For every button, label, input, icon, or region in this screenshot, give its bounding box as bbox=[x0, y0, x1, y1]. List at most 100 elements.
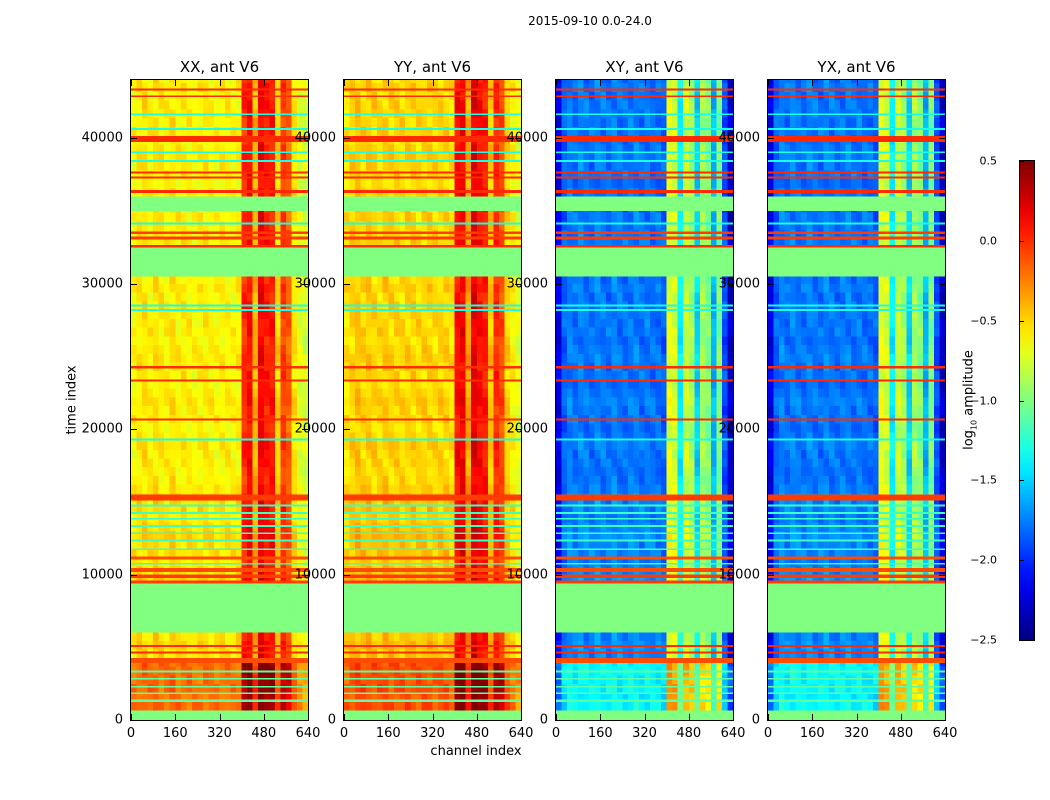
heatmap-cell bbox=[258, 152, 265, 162]
heatmap-cell bbox=[175, 170, 182, 180]
heatmap-cell bbox=[169, 144, 176, 154]
heatmap-cell bbox=[164, 651, 171, 654]
heatmap-cell bbox=[131, 692, 137, 695]
heatmap-cell bbox=[208, 247, 215, 277]
heatmap-cell bbox=[465, 557, 472, 567]
heatmap-cell bbox=[263, 370, 270, 380]
heatmap-cell bbox=[404, 449, 411, 459]
y-tick-mark bbox=[302, 429, 308, 431]
heatmap-cell bbox=[482, 692, 489, 702]
heatmap-cell bbox=[241, 245, 248, 248]
heatmap-cell bbox=[252, 583, 259, 633]
heatmap-cell bbox=[208, 113, 215, 116]
heatmap-cell bbox=[153, 532, 159, 535]
heatmap-cell bbox=[515, 440, 521, 450]
heatmap-cell bbox=[285, 161, 292, 171]
heatmap-cell bbox=[371, 449, 378, 459]
heatmap-cell bbox=[147, 95, 154, 98]
heatmap-cell bbox=[274, 580, 281, 584]
heatmap-cell bbox=[142, 658, 148, 663]
heatmap-cell bbox=[175, 423, 182, 433]
heatmap-cell bbox=[482, 292, 489, 302]
heatmap-cell bbox=[421, 379, 428, 389]
heatmap-cell bbox=[142, 494, 148, 501]
heatmap-cell bbox=[515, 692, 521, 702]
heatmap-cell bbox=[219, 161, 226, 171]
heatmap-cell bbox=[291, 699, 298, 703]
heatmap-cell bbox=[136, 152, 143, 162]
heatmap-cell bbox=[247, 160, 253, 162]
heatmap-cell bbox=[382, 701, 389, 711]
heatmap-cell bbox=[236, 475, 242, 485]
heatmap-cell bbox=[197, 557, 204, 567]
heatmap-cell bbox=[349, 309, 356, 319]
heatmap-cell bbox=[164, 580, 171, 584]
heatmap-cell bbox=[449, 466, 455, 476]
heatmap-cell bbox=[230, 178, 237, 188]
heatmap-cell bbox=[269, 548, 276, 551]
heatmap-cell bbox=[443, 632, 450, 641]
heatmap-cell bbox=[302, 574, 308, 584]
heatmap-cell bbox=[349, 336, 356, 346]
heatmap-cell bbox=[175, 178, 182, 188]
heatmap-cell bbox=[454, 397, 461, 407]
heatmap-cell bbox=[421, 539, 428, 549]
heatmap-cell bbox=[280, 562, 287, 565]
heatmap-cell bbox=[296, 210, 303, 213]
heatmap-cell bbox=[366, 458, 372, 468]
heatmap-cell bbox=[515, 309, 521, 319]
heatmap-cell bbox=[296, 117, 303, 127]
heatmap-cell bbox=[280, 336, 287, 346]
heatmap-cell bbox=[230, 504, 237, 514]
heatmap-cell bbox=[296, 344, 303, 354]
heatmap-cell bbox=[230, 494, 237, 501]
heatmap-cell bbox=[131, 649, 137, 659]
heatmap-cell bbox=[131, 512, 137, 514]
heatmap-cell bbox=[285, 423, 292, 433]
heatmap-cell bbox=[344, 574, 350, 584]
heatmap-cell bbox=[225, 88, 231, 91]
heatmap-cell bbox=[454, 388, 461, 398]
heatmap-cell bbox=[432, 344, 439, 354]
heatmap-cell bbox=[454, 432, 461, 442]
heatmap-cell bbox=[147, 677, 154, 680]
heatmap-cell bbox=[236, 247, 242, 277]
heatmap-cell bbox=[415, 318, 422, 328]
heatmap-cell bbox=[191, 709, 198, 720]
heatmap-cell bbox=[302, 438, 308, 441]
heatmap-cell bbox=[443, 336, 450, 346]
heatmap-cell bbox=[225, 651, 231, 654]
heatmap-cell bbox=[191, 504, 198, 507]
heatmap-cell bbox=[236, 432, 242, 442]
heatmap-cell bbox=[252, 556, 259, 560]
heatmap-cell bbox=[438, 484, 444, 494]
heatmap-cell bbox=[175, 438, 182, 441]
heatmap-cell bbox=[415, 309, 422, 319]
heatmap-cell bbox=[197, 365, 204, 369]
heatmap-cell bbox=[493, 318, 500, 328]
heatmap-cell bbox=[280, 283, 287, 293]
heatmap-cell bbox=[247, 494, 253, 501]
heatmap-cell bbox=[296, 583, 303, 633]
heatmap-cell bbox=[426, 309, 433, 319]
heatmap-cell bbox=[142, 651, 148, 654]
heatmap-cell bbox=[280, 309, 287, 311]
heatmap-cell bbox=[241, 160, 248, 162]
heatmap-cell bbox=[285, 160, 292, 162]
heatmap-cell bbox=[269, 144, 276, 154]
heatmap-cell bbox=[515, 484, 521, 494]
heatmap-cell bbox=[225, 196, 231, 212]
heatmap-cell bbox=[225, 692, 231, 702]
heatmap-cell bbox=[498, 432, 505, 442]
heatmap-cell bbox=[142, 699, 148, 703]
heatmap-cell bbox=[291, 418, 298, 421]
heatmap-cell bbox=[202, 556, 209, 560]
heatmap-cell bbox=[258, 574, 265, 578]
heatmap-cell bbox=[296, 229, 303, 239]
heatmap-cell bbox=[498, 484, 505, 494]
heatmap-cell bbox=[280, 512, 287, 514]
heatmap-cell bbox=[147, 344, 154, 354]
heatmap-cell bbox=[208, 161, 215, 171]
heatmap-cell bbox=[410, 548, 417, 558]
heatmap-cell bbox=[465, 539, 472, 549]
